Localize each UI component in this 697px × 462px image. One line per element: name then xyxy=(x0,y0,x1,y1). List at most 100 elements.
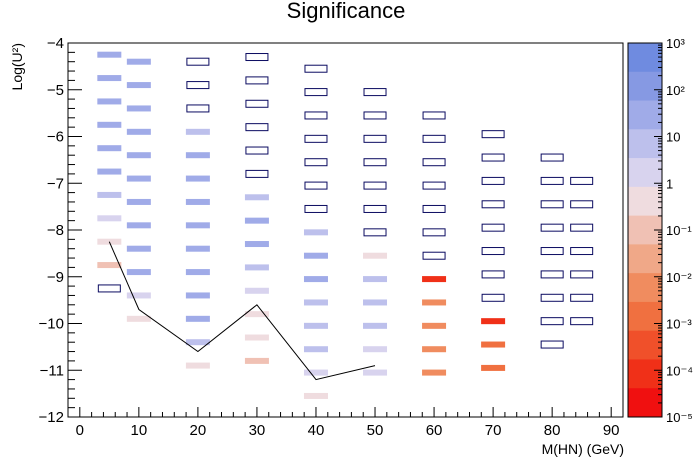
heatmap-cell xyxy=(481,176,505,185)
heatmap-cell xyxy=(363,252,388,259)
heatmap-cell xyxy=(245,76,269,85)
heatmap-cell xyxy=(570,317,594,326)
heatmap-cell xyxy=(363,204,387,213)
heatmap-cell xyxy=(481,153,505,162)
y-tick-label: −9 xyxy=(47,269,64,286)
colorbar-tick-label: 10⁻⁴ xyxy=(666,363,693,378)
heatmap-cell xyxy=(422,299,447,306)
heatmap-cell xyxy=(304,111,328,120)
heatmap-cell xyxy=(570,247,594,256)
heatmap-cell xyxy=(422,134,446,143)
x-tick-label: 80 xyxy=(544,422,561,439)
heatmap-cell xyxy=(304,181,328,190)
heatmap-cell xyxy=(363,346,388,353)
colorbar: 10³ 10² 10 1 10⁻¹ 10⁻² 10⁻³ 10⁻⁴ 10⁻⁵ xyxy=(627,36,693,425)
heatmap-cell xyxy=(540,293,564,302)
heatmap-cell xyxy=(126,269,151,276)
heatmap-cell xyxy=(481,130,505,139)
colorbar-segment xyxy=(628,129,662,159)
heatmap-cell xyxy=(126,128,151,135)
heatmap-cell xyxy=(186,57,210,66)
contour-line xyxy=(108,241,376,381)
heatmap-cell xyxy=(363,134,387,143)
heatmap-cell xyxy=(481,318,506,325)
heatmap-cell xyxy=(126,82,151,89)
heatmap-cell xyxy=(185,315,210,322)
heatmap-cell xyxy=(97,215,122,222)
heatmap-cell xyxy=(244,311,269,318)
heatmap-cell xyxy=(540,200,564,209)
y-axis: −4 −5 −6 −7 −8 −9 −10 −11 −12 xyxy=(39,35,82,426)
colorbar-segment xyxy=(628,330,662,360)
colorbar-tick-label: 10⁻³ xyxy=(666,317,692,332)
colorbar-segment xyxy=(628,244,662,274)
heatmap-cell xyxy=(481,293,505,302)
colorbar-segment xyxy=(628,388,662,418)
heatmap-cell xyxy=(185,222,210,229)
heatmap-cell xyxy=(185,292,210,299)
heatmap-cell xyxy=(303,369,328,376)
y-tick-label: −12 xyxy=(39,409,64,426)
heatmap-cell xyxy=(185,245,210,252)
y-axis-label: Log(U²) xyxy=(9,43,25,90)
heatmap-cell xyxy=(97,168,122,175)
heatmap-cell xyxy=(540,223,564,232)
heatmap-cell xyxy=(422,111,446,120)
heatmap-cell xyxy=(422,204,446,213)
heatmap-cell xyxy=(363,369,388,376)
heatmap-cell xyxy=(540,270,564,279)
plot-frame xyxy=(67,42,624,418)
heatmap-cell xyxy=(363,276,388,283)
heatmap-cell xyxy=(422,158,446,167)
heatmap-cell xyxy=(245,99,269,108)
heatmap-cell xyxy=(126,58,151,65)
heatmap-cell xyxy=(363,228,387,237)
colorbar-segment xyxy=(628,43,662,73)
heatmap-cell xyxy=(244,357,269,364)
y-tick-label: −6 xyxy=(47,129,64,146)
heatmap-cell xyxy=(570,223,594,232)
heatmap-cell xyxy=(97,262,122,269)
colorbar-segment xyxy=(628,71,662,102)
heatmap-cell xyxy=(422,346,447,353)
heatmap-cell xyxy=(97,51,122,58)
x-tick-label: 10 xyxy=(131,422,148,439)
heatmap-cell xyxy=(304,64,328,73)
colorbar-segment xyxy=(628,100,662,130)
heatmap-cell xyxy=(185,339,210,346)
heatmap-cell xyxy=(245,53,269,62)
colorbar-tick-label: 10⁻⁵ xyxy=(666,410,693,425)
heatmap-cell xyxy=(185,152,210,159)
heatmap-cell xyxy=(186,104,210,113)
heatmap-cell xyxy=(126,245,151,252)
heatmap-cell xyxy=(422,228,446,237)
x-tick-label: 40 xyxy=(308,422,325,439)
x-tick-label: 20 xyxy=(190,422,207,439)
heatmap-cell xyxy=(570,176,594,185)
colorbar-tick-label: 10² xyxy=(666,83,685,98)
heatmap-cell xyxy=(363,299,388,306)
y-tick-label: −11 xyxy=(40,362,64,379)
x-tick-label: 90 xyxy=(603,422,620,439)
heatmap-cell xyxy=(303,276,328,283)
x-tick-label: 60 xyxy=(426,422,443,439)
heatmap-cell xyxy=(185,128,210,135)
heatmap-cell xyxy=(363,158,387,167)
chart-title: Significance xyxy=(287,0,406,23)
x-tick-label: 30 xyxy=(249,422,266,439)
heatmap-cell xyxy=(97,145,122,152)
heatmap-cell xyxy=(126,292,151,299)
colorbar-tick-label: 10⁻¹ xyxy=(666,223,692,238)
heatmap-cell xyxy=(540,340,564,349)
colorbar-tick-label: 10³ xyxy=(666,36,685,51)
heatmap-cell xyxy=(363,88,387,97)
heatmap-cell xyxy=(97,121,122,128)
heatmap-cell xyxy=(304,88,328,97)
colorbar-segment xyxy=(628,359,662,389)
heatmap-cell xyxy=(481,247,505,256)
heatmap-cell xyxy=(185,362,210,369)
heatmap-cell xyxy=(422,369,447,376)
heatmap-cell xyxy=(186,81,210,90)
heatmap-cell xyxy=(481,200,505,209)
